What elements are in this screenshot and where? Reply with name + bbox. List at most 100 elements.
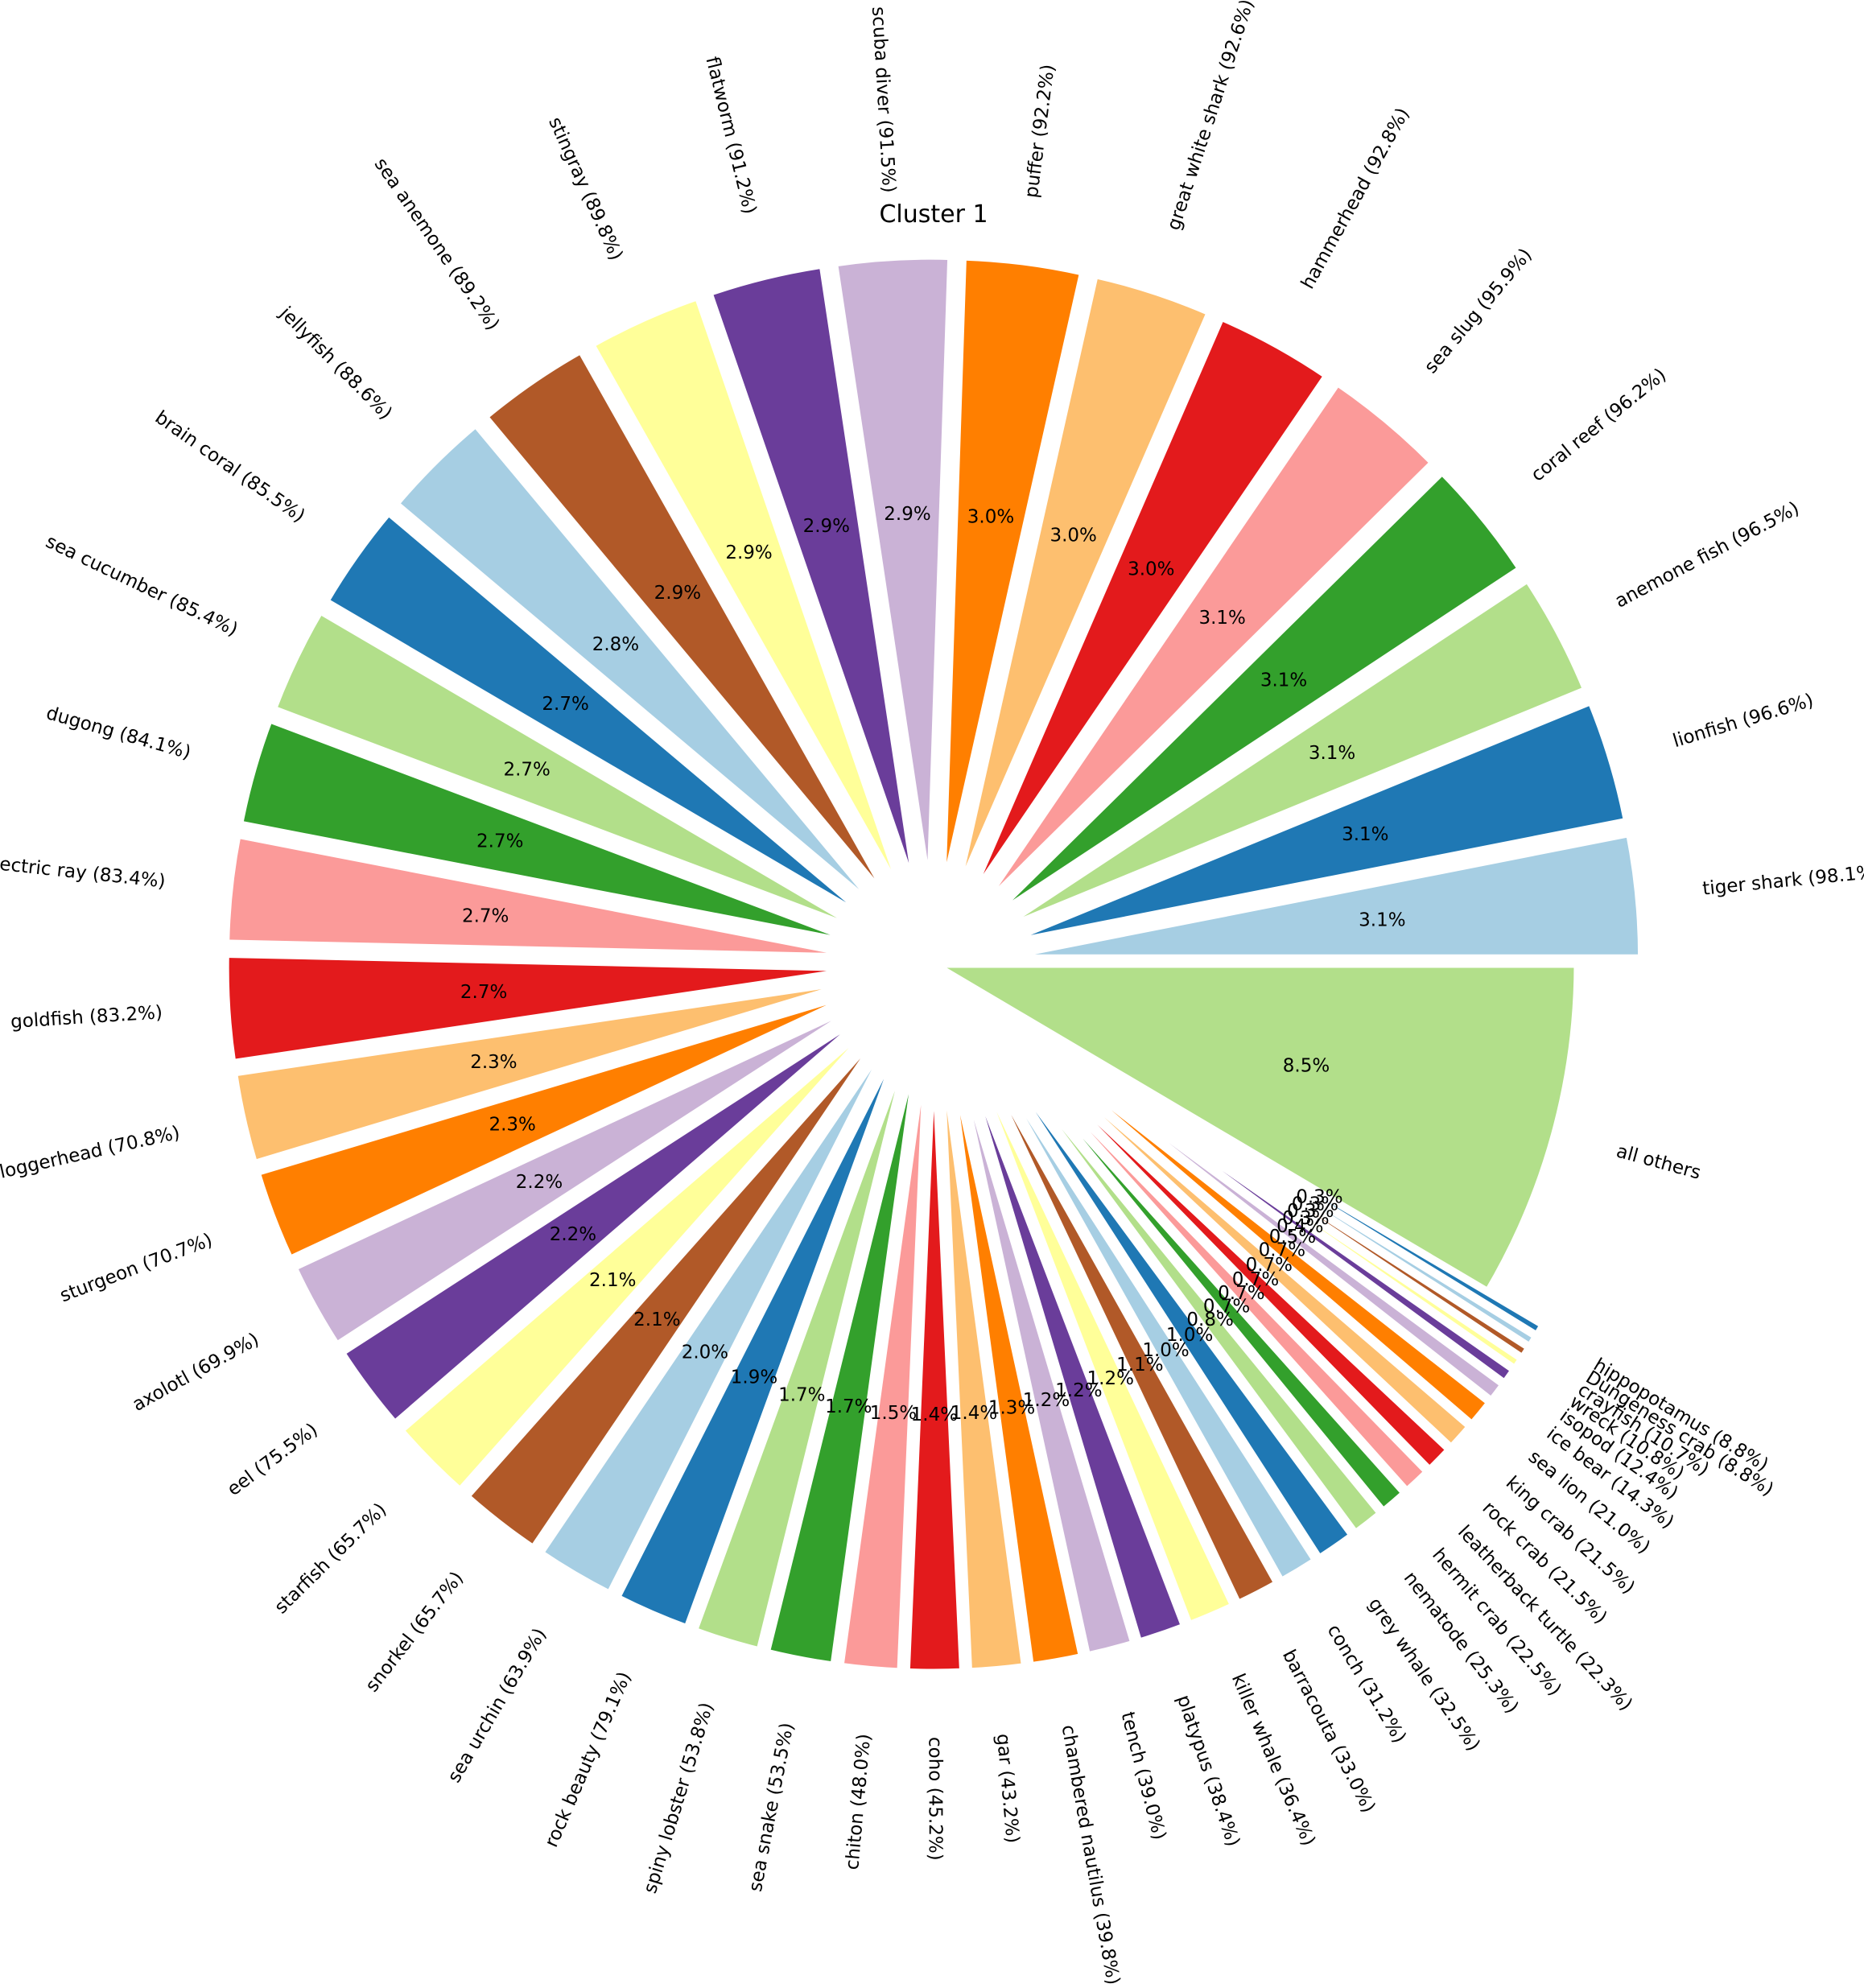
pie-slice <box>961 313 1331 912</box>
slice-percent-label: 2.2% <box>516 1172 563 1193</box>
slice-percent-label: 3.1% <box>1260 670 1307 691</box>
slice-category-label: sea anemone (89.2%) <box>370 155 504 335</box>
slice-percent-label: 2.7% <box>460 982 507 1003</box>
slice-percent-label: 2.7% <box>542 694 588 715</box>
pie-slice <box>831 252 955 904</box>
slice-percent-label: 1.0% <box>1142 1340 1189 1361</box>
slice-category-label: gar (43.2%) <box>992 1733 1023 1844</box>
slice-percent-label: 2.9% <box>654 583 701 604</box>
slice-percent-label: 2.9% <box>725 542 772 563</box>
pie-slice <box>536 1016 905 1598</box>
slice-category-label: sea snake (53.5%) <box>745 1721 798 1893</box>
slice-percent-label: 0.3% <box>1296 1186 1342 1207</box>
slice-category-label: grey whale (32.5%) <box>1364 1594 1484 1755</box>
slice-category-label: goldfish (83.2%) <box>10 1002 163 1033</box>
slice-category-label: chambered nautilus (39.8%) <box>1058 1723 1124 1986</box>
slice-category-label: platypus (38.4%) <box>1173 1693 1243 1850</box>
pie-percent-labels: 3.1% 3.1% 3.1% 3.1% 3.1% 3.0% 3.0% 3.0% 2.9% 2.9%… <box>460 504 1406 1425</box>
slice-percent-label: 2.3% <box>470 1052 517 1073</box>
pie-slice <box>587 292 911 909</box>
slice-category-label: scuba diver (91.5%) <box>868 6 899 194</box>
slice-category-label: snorkel (65.7%) <box>361 1568 468 1696</box>
slice-percent-label: 3.0% <box>967 507 1014 528</box>
pie-slice <box>987 575 1590 938</box>
slice-category-label: starfish (65.7%) <box>270 1499 390 1619</box>
pie-slice <box>946 1022 1138 1660</box>
pie-slice <box>959 1017 1281 1608</box>
pie-slice <box>902 1025 967 1677</box>
slice-percent-label: 0.7% <box>1246 1255 1293 1276</box>
slice-percent-label: 2.3% <box>489 1114 535 1135</box>
pie-slice <box>963 1016 1320 1586</box>
pie-slice <box>230 974 875 1168</box>
slice-percent-label: 2.7% <box>476 831 523 852</box>
pie-slice <box>337 999 886 1428</box>
pie-slice <box>979 468 1525 928</box>
slice-percent-label: 3.1% <box>1359 910 1405 931</box>
pie-slice <box>221 950 873 1067</box>
slice-percent-label: 1.4% <box>951 1403 997 1424</box>
slice-percent-label: 0.7% <box>1203 1297 1250 1318</box>
pie-slice <box>322 509 885 931</box>
pie-slice <box>935 1025 1029 1676</box>
slice-percent-label: 1.4% <box>911 1404 958 1425</box>
chart-title: Cluster 1 <box>879 200 988 229</box>
slice-category-label: tiger shark (98.1%) <box>1701 861 1864 900</box>
slice-category-label: sea slug (95.9%) <box>1421 245 1536 377</box>
slice-percent-label: 3.1% <box>1342 824 1388 845</box>
slice-percent-label: 1.7% <box>778 1385 825 1406</box>
slice-percent-label: 2.7% <box>462 905 509 926</box>
slice-percent-label: 2.0% <box>682 1343 728 1363</box>
slice-category-label: puffer (92.2%) <box>1021 63 1059 199</box>
slice-percent-label: 0.7% <box>1232 1269 1279 1290</box>
pie-slice <box>938 253 1087 905</box>
pie-slice <box>836 1025 932 1676</box>
slice-percent-label: 2.7% <box>503 760 550 781</box>
slice-percent-label: 0.3% <box>1292 1194 1338 1215</box>
slice-percent-label: 1.0% <box>1166 1325 1213 1346</box>
pie-slice <box>762 1024 926 1669</box>
slice-category-label: spiny lobster (53.8%) <box>640 1700 718 1895</box>
pie-slice <box>994 830 1646 962</box>
slice-category-label: stingray (89.8%) <box>544 114 626 264</box>
slice-percent-label: 0.3% <box>1282 1208 1329 1229</box>
pie-slice <box>612 1019 912 1632</box>
pie-slice <box>290 992 881 1349</box>
pie-slice <box>950 270 1214 907</box>
pie-slice <box>971 378 1437 919</box>
slice-percent-label: 0.8% <box>1186 1310 1233 1330</box>
slice-percent-label: 0.7% <box>1218 1283 1264 1304</box>
slice-percent-label: 2.9% <box>803 516 850 537</box>
pie-slice <box>462 1011 898 1553</box>
slice-category-label: loggerhead (70.8%) <box>0 1123 182 1183</box>
slice-category-label: coral reef (96.2%) <box>1528 365 1671 486</box>
pie-slice <box>480 346 901 915</box>
slice-percent-label: 2.1% <box>633 1310 680 1330</box>
slice-percent-label: 8.5% <box>1283 1056 1330 1077</box>
pie-slice <box>392 420 893 922</box>
slice-percent-label: 0.4% <box>1276 1216 1323 1237</box>
pie-slice <box>930 960 1582 1296</box>
slice-category-label: sea cucumber (85.4%) <box>43 531 241 641</box>
slice-category-label: coho (45.2%) <box>925 1737 946 1861</box>
slice-category-label: eel (75.5%) <box>224 1420 322 1501</box>
slice-category-label: axolotl (69.9%) <box>129 1329 262 1416</box>
slice-percent-label: 2.2% <box>550 1224 596 1245</box>
pie-slice <box>705 261 922 905</box>
slice-category-label: dugong (84.1%) <box>44 703 193 764</box>
slice-percent-label: 3.0% <box>1050 526 1096 546</box>
slice-category-label: great white shark (92.6%) <box>1163 0 1258 233</box>
slice-category-label: all others <box>1614 1140 1703 1183</box>
slice-percent-label: 2.9% <box>884 504 930 525</box>
pie-slice <box>951 1021 1189 1646</box>
slice-percent-label: 1.2% <box>1023 1390 1070 1411</box>
slice-percent-label: 3.1% <box>1198 608 1245 629</box>
slice-category-label: jellyfish (88.6%) <box>274 303 396 424</box>
pie-slice <box>236 716 876 951</box>
slice-percent-label: 0.7% <box>1259 1239 1305 1260</box>
slice-category-label: electric ray (83.4%) <box>0 852 167 893</box>
slice-category-label: chiton (48.0%) <box>842 1733 875 1870</box>
slice-percent-label: 3.1% <box>1309 743 1355 764</box>
slice-percent-label: 0.5% <box>1269 1227 1316 1248</box>
